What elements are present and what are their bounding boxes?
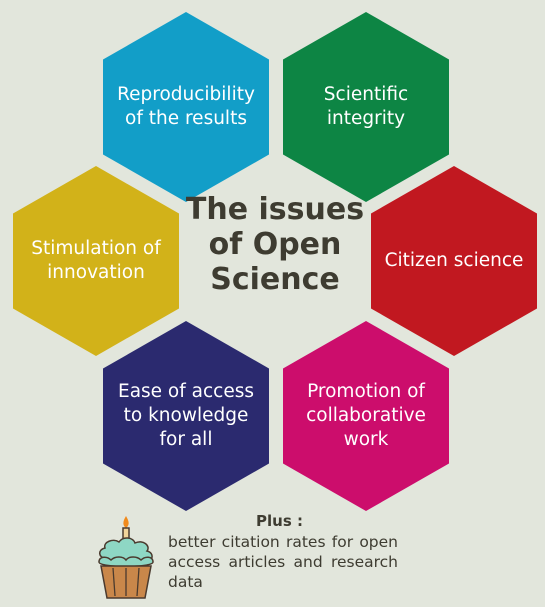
hexagon-label: Citizen science xyxy=(384,250,524,271)
hexagon-label: Scientific integrity xyxy=(323,84,409,129)
hexagon-reproducibility: Reproducibility of the results xyxy=(103,12,269,202)
hexagon-label: Promotion of collaborative work xyxy=(306,381,426,450)
plus-label: Plus : xyxy=(256,512,303,530)
cupcake-icon xyxy=(98,516,154,599)
hexagon-label: Ease of access to knowledge for all xyxy=(118,381,254,450)
hexagon-label: Reproducibility of the results xyxy=(117,84,255,129)
hexagon-ease-of-access: Ease of access to knowledge for all xyxy=(103,321,269,511)
hexagon-stimulation-of-innovation: Stimulation of innovation xyxy=(13,166,179,356)
plus-description: better citation rates for open access ar… xyxy=(168,533,398,591)
page-title: The issues of Open Science xyxy=(185,192,365,297)
hexagon-collaborative-work: Promotion of collaborative work xyxy=(283,321,449,511)
hexagon-scientific-integrity: Scientific integrity xyxy=(283,12,449,202)
hexagon-label: Stimulation of innovation xyxy=(31,238,161,283)
hexagon-citizen-science: Citizen science xyxy=(371,166,537,356)
